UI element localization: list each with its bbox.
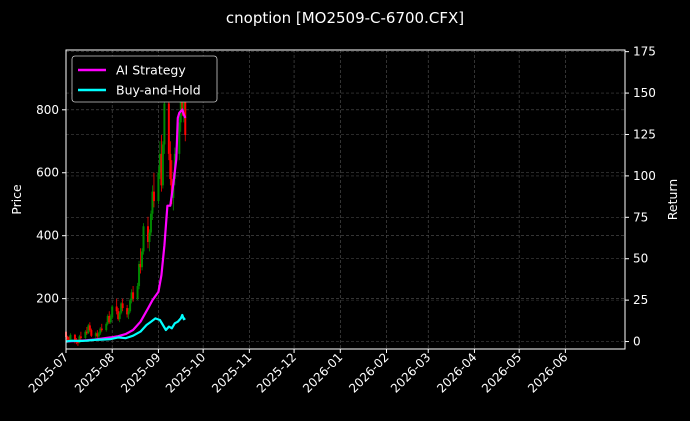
candle-body xyxy=(100,328,103,331)
y-right-tick-label: 50 xyxy=(633,252,648,266)
candle-body xyxy=(117,311,120,320)
candle-body xyxy=(85,331,88,334)
y-right-tick-label: 25 xyxy=(633,293,648,307)
candle-body xyxy=(146,226,149,242)
candle-body xyxy=(118,312,121,320)
candle-body xyxy=(158,153,161,173)
y-axis-left-label: Price xyxy=(9,184,24,215)
candle-body xyxy=(160,153,163,186)
candle-body xyxy=(99,328,102,334)
candle-body xyxy=(167,103,170,154)
candle-body xyxy=(88,325,91,331)
candle-body xyxy=(69,334,72,340)
candle-body xyxy=(132,292,135,299)
candle-body xyxy=(108,315,111,323)
candle-body xyxy=(129,300,132,312)
y-axis-right-label: Return xyxy=(665,179,680,220)
y-right-tick-label: 150 xyxy=(633,86,656,100)
candle-body xyxy=(105,323,108,331)
candle-body xyxy=(138,264,141,287)
candle-body xyxy=(109,317,112,323)
candle-body xyxy=(142,226,145,252)
candle-body xyxy=(152,191,155,202)
candle-body xyxy=(97,333,100,337)
y-left-tick-label: 800 xyxy=(36,103,59,117)
series-line-buy-and-hold xyxy=(65,313,186,343)
candle-body xyxy=(161,144,164,186)
candle-body xyxy=(84,331,87,338)
candle-body xyxy=(126,308,129,315)
candle-body xyxy=(73,334,76,342)
y-right-tick-label: 100 xyxy=(633,169,656,183)
candle-body xyxy=(78,336,81,343)
candle-body xyxy=(79,336,82,338)
candle-body xyxy=(178,122,181,154)
y-right-tick-label: 75 xyxy=(633,210,648,224)
y-left-tick-label: 400 xyxy=(36,229,59,243)
candle-body xyxy=(90,330,93,336)
y-right-tick-label: 175 xyxy=(633,45,656,59)
candle-body xyxy=(115,306,118,312)
chart-title: cnoption [MO2509-C-6700.CFX] xyxy=(226,9,464,27)
candle-body xyxy=(127,311,130,315)
candle-body xyxy=(149,213,152,233)
candle-body xyxy=(66,337,69,340)
candle-body xyxy=(141,251,144,268)
candle-body xyxy=(163,103,166,145)
candle-body xyxy=(148,232,151,242)
candle-body xyxy=(182,97,185,110)
candle-body xyxy=(139,264,142,268)
legend-label-buy-and-hold: Buy-and-Hold xyxy=(116,83,201,98)
candle-body xyxy=(106,315,109,324)
candle-body xyxy=(130,292,133,301)
legend: AI Strategy Buy-and-Hold xyxy=(71,55,218,103)
candle-body xyxy=(111,306,114,318)
candle-body xyxy=(94,333,97,336)
legend-box xyxy=(71,55,218,103)
y-left-tick-label: 200 xyxy=(36,292,59,306)
candle-body xyxy=(151,191,154,214)
candle-body xyxy=(136,286,139,299)
y-right-tick-label: 0 xyxy=(633,335,641,349)
axes-frame xyxy=(65,49,626,350)
candle-body xyxy=(120,303,123,313)
y-left-tick-label: 600 xyxy=(36,166,59,180)
candle-body xyxy=(179,94,182,123)
legend-label-ai-strategy: AI Strategy xyxy=(116,63,186,78)
candle-body xyxy=(96,333,99,337)
candle-body xyxy=(169,153,172,180)
candle-body xyxy=(76,342,79,344)
y-right-tick-label: 125 xyxy=(633,127,656,141)
candle-body xyxy=(121,303,124,309)
candle-body xyxy=(157,172,160,202)
candle-body xyxy=(87,325,90,334)
